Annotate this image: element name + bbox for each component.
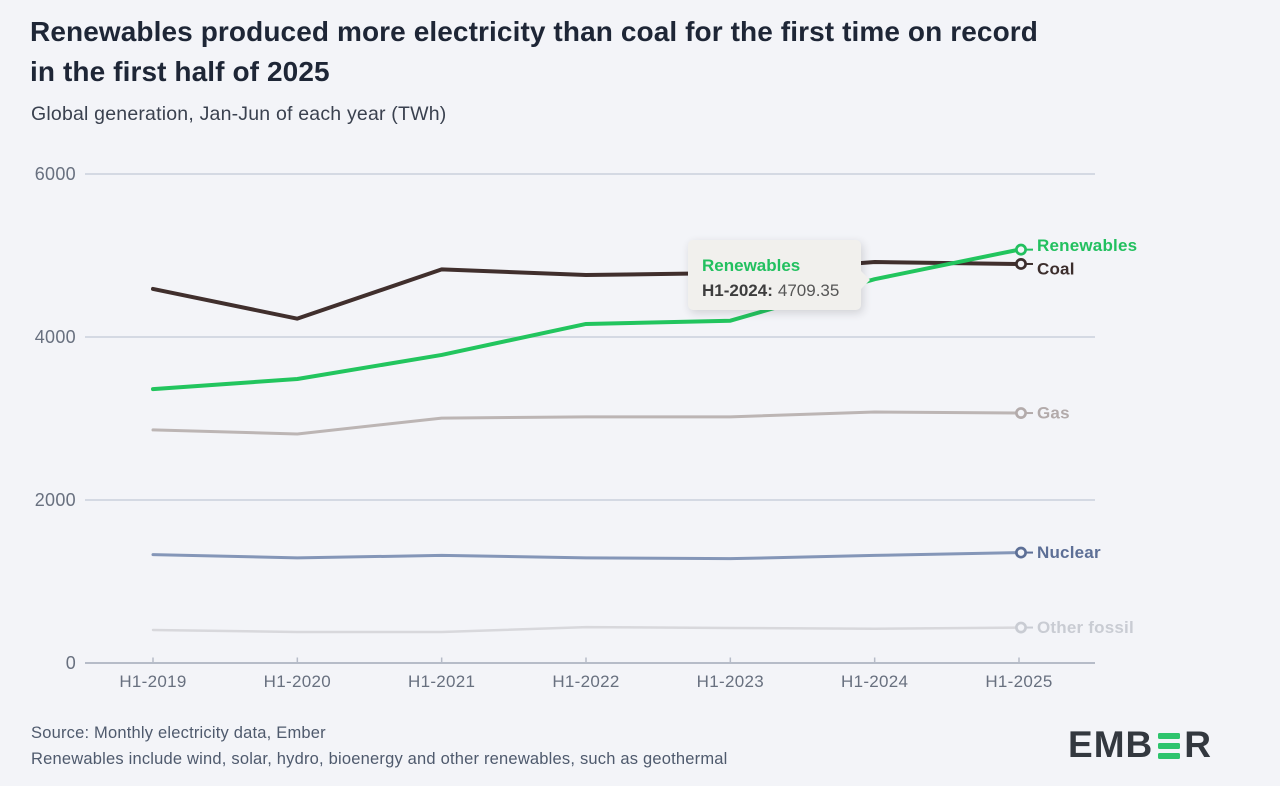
page-title-line1: Renewables produced more electricity tha… bbox=[30, 16, 1038, 47]
logo-bar bbox=[1158, 743, 1181, 749]
logo-bar bbox=[1158, 753, 1181, 759]
tooltip-value: 4709.35 bbox=[777, 281, 840, 300]
series-line-other-fossil[interactable] bbox=[151, 625, 1021, 634]
series-end-label-renewables: Renewables bbox=[1037, 236, 1137, 255]
y-tick-label-6000: 6000 bbox=[35, 164, 76, 184]
series-line-gas[interactable] bbox=[151, 410, 1021, 436]
chart-footer: Source: Monthly electricity data, Ember … bbox=[31, 720, 728, 772]
series-marker-renewables[interactable] bbox=[1015, 243, 1027, 256]
y-tick-label-0: 0 bbox=[66, 653, 76, 673]
logo-text-suffix: R bbox=[1184, 723, 1212, 765]
series-marker-other-fossil[interactable] bbox=[1015, 621, 1027, 634]
hover-tooltip: Renewables H1-2024: 4709.35 bbox=[688, 240, 870, 310]
tooltip-point-label: H1-2024: bbox=[702, 281, 773, 300]
series-marker-nuclear[interactable] bbox=[1015, 546, 1027, 559]
x-tick-label-h1-2023: H1-2023 bbox=[697, 672, 764, 691]
series-marker-gas[interactable] bbox=[1015, 407, 1027, 419]
series-end-label-other-fossil: Other fossil bbox=[1037, 618, 1134, 637]
series-end-label-coal: Coal bbox=[1037, 259, 1075, 278]
series-marker-coal[interactable] bbox=[1015, 258, 1027, 270]
y-tick-label-2000: 2000 bbox=[35, 490, 76, 510]
footnote-line: Renewables include wind, solar, hydro, b… bbox=[31, 750, 728, 768]
x-tick-label-h1-2021: H1-2021 bbox=[408, 672, 475, 691]
y-tick-label-4000: 4000 bbox=[35, 327, 76, 347]
series-line-coal[interactable] bbox=[151, 260, 1021, 321]
series-line-nuclear[interactable] bbox=[151, 551, 1021, 561]
x-tick-label-h1-2025: H1-2025 bbox=[985, 672, 1052, 691]
series-end-label-nuclear: Nuclear bbox=[1037, 543, 1101, 562]
tooltip-series-name: Renewables bbox=[702, 256, 801, 275]
x-tick-label-h1-2024: H1-2024 bbox=[841, 672, 908, 691]
x-tick-label-h1-2019: H1-2019 bbox=[119, 672, 186, 691]
series-end-label-gas: Gas bbox=[1037, 404, 1070, 423]
tooltip-row: H1-2024: 4709.35 bbox=[702, 281, 839, 300]
page-title-line2: in the first half of 2025 bbox=[30, 56, 330, 87]
series-line-renewables[interactable] bbox=[151, 247, 1021, 392]
page-title: Renewables produced more electricity tha… bbox=[30, 12, 1038, 92]
source-line: Source: Monthly electricity data, Ember bbox=[31, 724, 326, 742]
chart-subtitle: Global generation, Jan-Jun of each year … bbox=[31, 103, 447, 125]
x-tick-label-h1-2022: H1-2022 bbox=[552, 672, 619, 691]
logo-e-bars-icon bbox=[1158, 733, 1181, 759]
x-tick-label-h1-2020: H1-2020 bbox=[264, 672, 331, 691]
logo-bar bbox=[1158, 733, 1181, 739]
logo-text-prefix: EMB bbox=[1068, 723, 1154, 765]
ember-logo: EMB R bbox=[1068, 726, 1212, 763]
